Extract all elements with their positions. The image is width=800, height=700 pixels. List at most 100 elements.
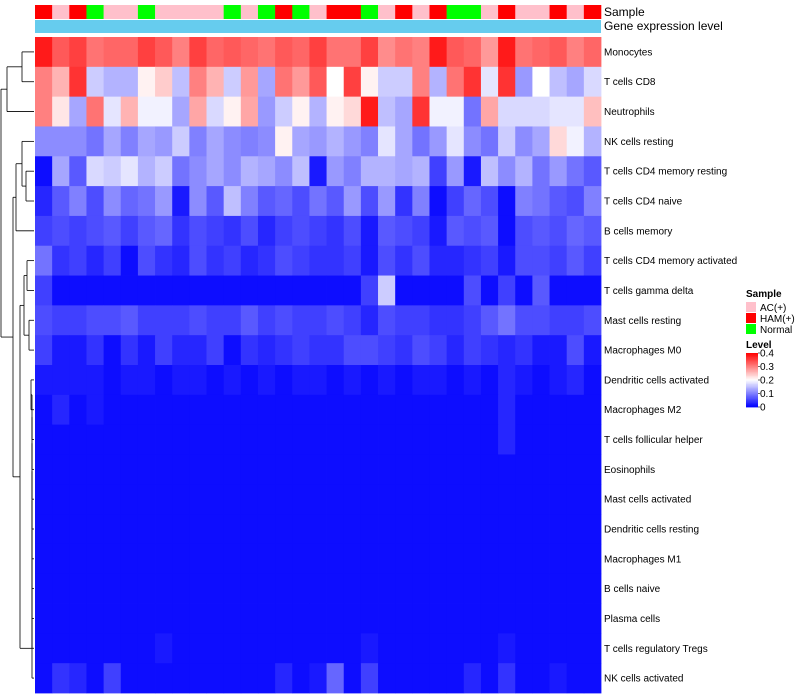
heatmap-cell: [566, 275, 585, 306]
sample-annotation-cell: [515, 5, 533, 19]
level-colorbar-segment: [746, 361, 758, 363]
heatmap-cell: [498, 305, 516, 336]
heatmap-cell: [137, 245, 156, 276]
heatmap-cell: [137, 66, 156, 98]
heatmap-cell: [583, 335, 602, 366]
heatmap-cell: [86, 394, 105, 426]
heatmap-cell: [446, 663, 465, 694]
heatmap-cell: [257, 215, 276, 247]
heatmap-cell: [120, 663, 139, 694]
sample-annotation-cell: [498, 5, 516, 19]
heatmap-cell: [395, 454, 413, 485]
heatmap-cell: [378, 633, 396, 664]
heatmap-cell: [69, 365, 87, 396]
heatmap-cell: [257, 633, 276, 664]
heatmap-cell: [480, 514, 499, 545]
heatmap-cell: [206, 365, 225, 396]
heatmap-cell: [480, 66, 499, 98]
sample-annotation-cell: [120, 5, 139, 19]
heatmap-cell: [429, 663, 448, 694]
heatmap-cell: [480, 186, 499, 217]
heatmap-cell: [155, 573, 173, 604]
heatmap-cell: [35, 633, 53, 664]
heatmap-cell: [326, 245, 345, 276]
heatmap-cell: [275, 96, 293, 127]
heatmap-cell: [275, 454, 293, 485]
heatmap-cell: [52, 245, 70, 276]
heatmap-cell: [566, 633, 585, 664]
heatmap-cell: [86, 484, 105, 515]
heatmap-cell: [240, 37, 259, 68]
level-colorbar-segment: [746, 353, 758, 355]
heatmap-cell: [480, 275, 499, 306]
heatmap-cell: [532, 37, 550, 68]
heatmap-cell: [103, 37, 122, 68]
heatmap-cell: [498, 96, 516, 127]
level-colorbar-segment: [746, 400, 758, 402]
heatmap-cell: [257, 186, 276, 217]
heatmap-cell: [155, 156, 173, 187]
heatmap-cell: [463, 96, 482, 127]
heatmap-cell: [172, 424, 190, 455]
heatmap-cell: [480, 96, 499, 127]
heatmap-cell: [69, 424, 87, 455]
heatmap-cell: [257, 37, 276, 68]
heatmap-cell: [378, 603, 396, 634]
heatmap-cell: [480, 365, 499, 396]
heatmap-cell: [395, 66, 413, 98]
heatmap-cell: [309, 215, 327, 247]
legend-label-ac: AC(+): [760, 303, 786, 314]
heatmap-cell: [223, 215, 242, 247]
sample-annotation-cell: [223, 5, 242, 19]
heatmap-cell: [378, 305, 396, 336]
level-colorbar-segment: [746, 359, 758, 362]
heatmap-cell: [566, 186, 585, 217]
heatmap-cell: [52, 335, 70, 366]
heatmap-cell: [309, 365, 327, 396]
heatmap-cell: [446, 186, 465, 217]
heatmap-cell: [155, 484, 173, 515]
heatmap-cell: [446, 275, 465, 306]
level-colorbar: [746, 353, 758, 408]
heatmap-cell: [463, 454, 482, 485]
heatmap-cell: [275, 633, 293, 664]
heatmap-cell: [103, 126, 122, 157]
heatmap-cell: [86, 603, 105, 634]
heatmap-cell: [532, 245, 550, 276]
legend-label-normal: Normal: [760, 325, 792, 336]
heatmap-cell: [189, 603, 207, 634]
heatmap-cell: [240, 484, 259, 515]
heatmap-cell: [120, 514, 139, 545]
heatmap-cell: [69, 215, 87, 247]
heatmap-cell: [137, 543, 156, 575]
heatmap-cell: [395, 394, 413, 426]
heatmap-cell: [257, 514, 276, 545]
heatmap-cell: [292, 126, 310, 157]
heatmap-cell: [326, 305, 345, 336]
heatmap-cell: [463, 305, 482, 336]
heatmap-cell: [463, 66, 482, 98]
heatmap-cell: [172, 633, 190, 664]
row-dendrogram: [0, 51, 34, 679]
heatmap-cell: [378, 365, 396, 396]
heatmap-cell: [343, 126, 362, 157]
heatmap-cell: [566, 126, 585, 157]
sample-annotation-cell: [35, 5, 53, 19]
level-colorbar-segment: [746, 355, 758, 358]
heatmap-cell: [155, 37, 173, 68]
heatmap-cell: [103, 365, 122, 396]
heatmap-cell: [532, 454, 550, 485]
heatmap-cell: [480, 126, 499, 157]
heatmap-cell: [275, 573, 293, 604]
heatmap-cell: [52, 305, 70, 336]
heatmap-cell: [52, 215, 70, 247]
heatmap-cell: [549, 186, 568, 217]
heatmap-cell: [292, 603, 310, 634]
heatmap-cell: [378, 126, 396, 157]
heatmap-cell: [566, 424, 585, 455]
sample-annotation-cell: [155, 5, 173, 19]
heatmap-cell: [326, 573, 345, 604]
heatmap-cell: [395, 543, 413, 575]
heatmap-cell: [172, 37, 190, 68]
heatmap-cell: [120, 186, 139, 217]
